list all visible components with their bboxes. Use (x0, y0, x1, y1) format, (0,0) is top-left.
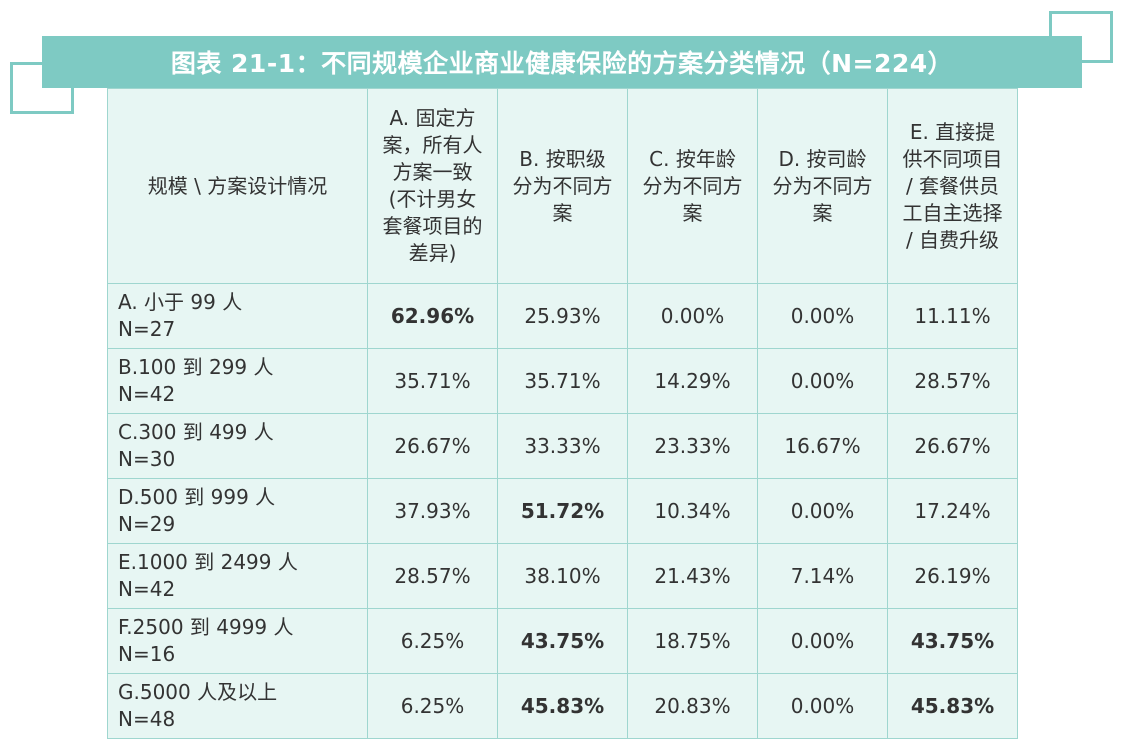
row-label: B.100 到 299 人 (118, 355, 274, 379)
value-cell-e: 43.75% (887, 608, 1018, 674)
value-cell-a: 37.93% (367, 478, 498, 544)
value-cell-e: 11.11% (887, 283, 1018, 349)
row-header: A. 小于 99 人 N=27 (107, 283, 368, 349)
row-label: G.5000 人及以上 (118, 680, 278, 704)
table-body: A. 小于 99 人 N=27 62.96% 25.93% 0.00% 0.00% 11.1… (107, 283, 1018, 739)
row-label: E.1000 到 2499 人 (118, 550, 298, 574)
value-cell-e: 17.24% (887, 478, 1018, 544)
value-cell-b: 35.71% (497, 348, 628, 414)
column-header-b: B. 按职级分为不同方案 (497, 88, 628, 284)
row-header: G.5000 人及以上 N=48 (107, 673, 368, 739)
table-row: D.500 到 999 人 N=29 37.93% 51.72% 10.34% 0.00%… (107, 478, 1018, 544)
table-row: A. 小于 99 人 N=27 62.96% 25.93% 0.00% 0.00% 11.1… (107, 283, 1018, 349)
column-header-c: C. 按年龄分为不同方案 (627, 88, 758, 284)
column-header-label: B. 按职级分为不同方案 (512, 146, 613, 225)
value-cell-d: 0.00% (757, 673, 888, 739)
row-label: A. 小于 99 人 (118, 290, 243, 314)
column-header-d: D. 按司龄分为不同方案 (757, 88, 888, 284)
value-cell-a: 26.67% (367, 413, 498, 479)
value-cell-d: 0.00% (757, 608, 888, 674)
row-sample-size: N=16 (118, 642, 176, 666)
value-cell-c: 20.83% (627, 673, 758, 739)
value-cell-e: 26.67% (887, 413, 1018, 479)
row-sample-size: N=48 (118, 707, 176, 731)
corner-header-label: 规模 \ 方案设计情况 (147, 173, 328, 198)
row-header: E.1000 到 2499 人 N=42 (107, 543, 368, 609)
value-cell-b: 33.33% (497, 413, 628, 479)
column-header-label: C. 按年龄分为不同方案 (642, 146, 743, 225)
table-row: B.100 到 299 人 N=42 35.71% 35.71% 14.29% 0.00%… (107, 348, 1018, 414)
value-cell-a: 6.25% (367, 673, 498, 739)
header-row: 规模 \ 方案设计情况 A. 固定方案，所有人方案一致(不计男女套餐项目的差异)… (107, 88, 1018, 284)
value-cell-d: 0.00% (757, 283, 888, 349)
value-cell-d: 7.14% (757, 543, 888, 609)
value-cell-c: 0.00% (627, 283, 758, 349)
value-cell-d: 0.00% (757, 348, 888, 414)
row-label: D.500 到 999 人 (118, 485, 276, 509)
table-row: E.1000 到 2499 人 N=42 28.57% 38.10% 21.43% 7.1… (107, 543, 1018, 609)
column-header-label: E. 直接提供不同项目 / 套餐供员工自主选择 / 自费升级 (902, 119, 1003, 252)
row-header: F.2500 到 4999 人 N=16 (107, 608, 368, 674)
value-cell-e: 26.19% (887, 543, 1018, 609)
value-cell-a: 6.25% (367, 608, 498, 674)
row-label: F.2500 到 4999 人 (118, 615, 294, 639)
value-cell-a: 28.57% (367, 543, 498, 609)
value-cell-b: 51.72% (497, 478, 628, 544)
value-cell-b: 25.93% (497, 283, 628, 349)
value-cell-a: 62.96% (367, 283, 498, 349)
value-cell-b: 45.83% (497, 673, 628, 739)
data-table: 规模 \ 方案设计情况 A. 固定方案，所有人方案一致(不计男女套餐项目的差异)… (107, 88, 1018, 739)
column-header-a: A. 固定方案，所有人方案一致(不计男女套餐项目的差异) (367, 88, 498, 284)
value-cell-a: 35.71% (367, 348, 498, 414)
value-cell-c: 14.29% (627, 348, 758, 414)
value-cell-d: 16.67% (757, 413, 888, 479)
row-label: C.300 到 499 人 (118, 420, 274, 444)
value-cell-c: 21.43% (627, 543, 758, 609)
row-sample-size: N=27 (118, 317, 176, 341)
corner-header: 规模 \ 方案设计情况 (107, 88, 368, 284)
row-sample-size: N=29 (118, 512, 176, 536)
table-row: G.5000 人及以上 N=48 6.25% 45.83% 20.83% 0.00% 45.… (107, 673, 1018, 739)
column-header-e: E. 直接提供不同项目 / 套餐供员工自主选择 / 自费升级 (887, 88, 1018, 284)
value-cell-c: 23.33% (627, 413, 758, 479)
value-cell-d: 0.00% (757, 478, 888, 544)
row-header: B.100 到 299 人 N=42 (107, 348, 368, 414)
row-sample-size: N=30 (118, 447, 176, 471)
value-cell-e: 45.83% (887, 673, 1018, 739)
row-header: D.500 到 999 人 N=29 (107, 478, 368, 544)
table-row: F.2500 到 4999 人 N=16 6.25% 43.75% 18.75% 0.00… (107, 608, 1018, 674)
value-cell-b: 43.75% (497, 608, 628, 674)
column-header-label: D. 按司龄分为不同方案 (772, 146, 873, 225)
column-header-label: A. 固定方案，所有人方案一致(不计男女套餐项目的差异) (382, 106, 483, 265)
value-cell-e: 28.57% (887, 348, 1018, 414)
row-header: C.300 到 499 人 N=30 (107, 413, 368, 479)
row-sample-size: N=42 (118, 382, 176, 406)
row-sample-size: N=42 (118, 577, 176, 601)
value-cell-b: 38.10% (497, 543, 628, 609)
value-cell-c: 18.75% (627, 608, 758, 674)
table-row: C.300 到 499 人 N=30 26.67% 33.33% 23.33% 16.67… (107, 413, 1018, 479)
value-cell-c: 10.34% (627, 478, 758, 544)
table-container: 规模 \ 方案设计情况 A. 固定方案，所有人方案一致(不计男女套餐项目的差异)… (107, 88, 1018, 739)
chart-title: 图表 21-1：不同规模企业商业健康保险的方案分类情况（N=224） (42, 36, 1082, 88)
